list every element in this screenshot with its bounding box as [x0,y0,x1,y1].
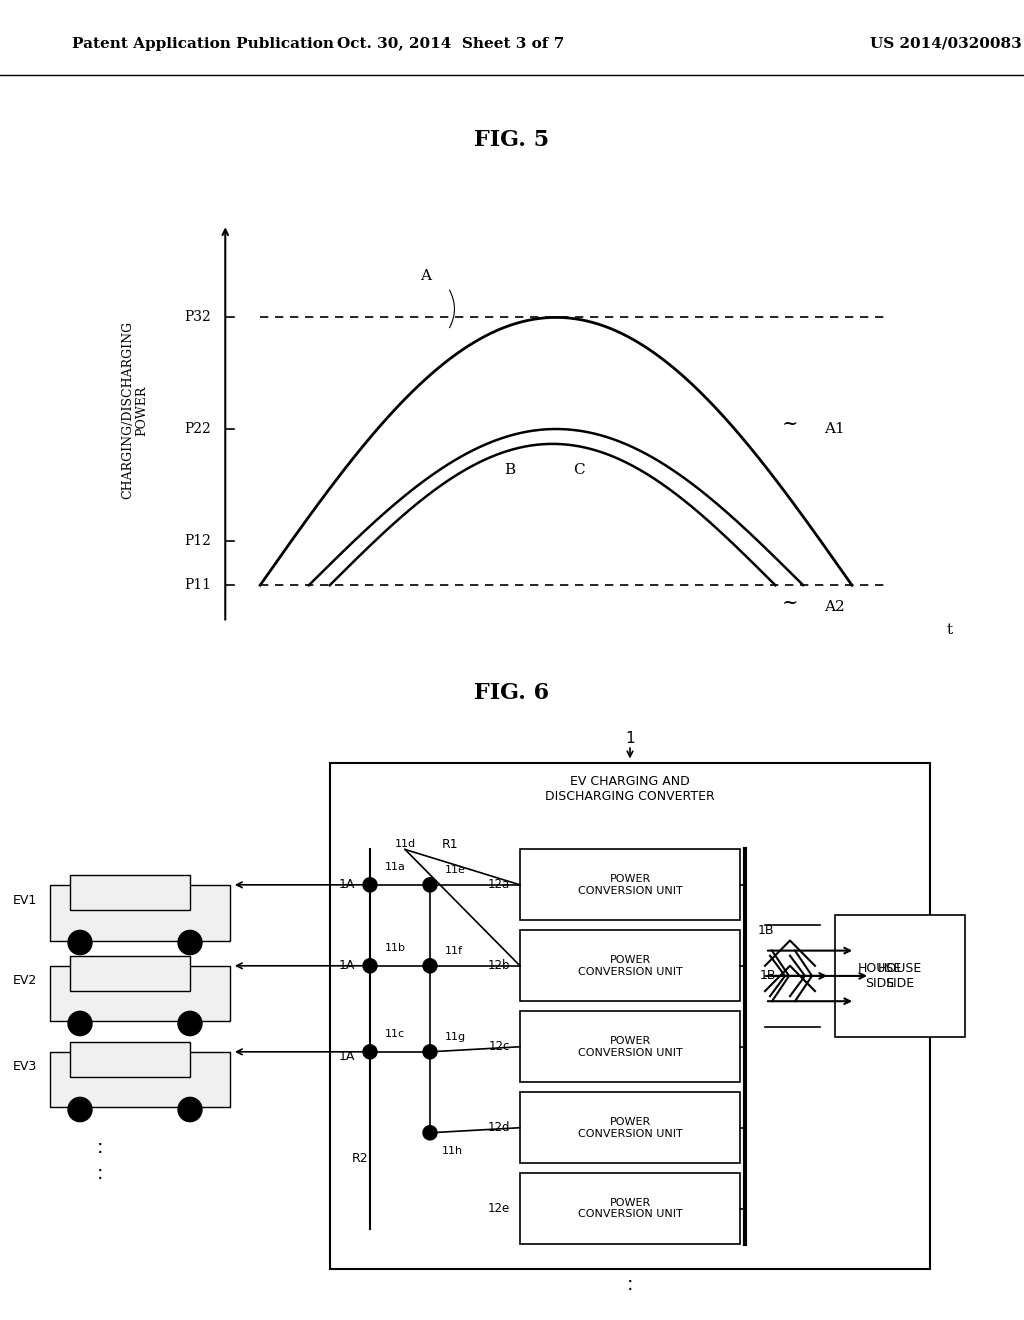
Text: 11g: 11g [445,1032,466,1041]
Text: 11d: 11d [394,840,416,849]
Text: Oct. 30, 2014  Sheet 3 of 7: Oct. 30, 2014 Sheet 3 of 7 [337,37,564,50]
Text: 11c: 11c [385,1028,406,1039]
Text: 11h: 11h [442,1146,463,1156]
Text: 12c: 12c [488,1040,510,1053]
Bar [520,1173,740,1243]
Text: P32: P32 [184,310,211,325]
Circle shape [362,878,377,892]
Circle shape [68,931,92,954]
Bar [330,763,930,1270]
Text: POWER
CONVERSION UNIT: POWER CONVERSION UNIT [578,1036,682,1057]
Circle shape [423,958,437,973]
Circle shape [178,931,202,954]
Circle shape [423,1126,437,1140]
Text: 11a: 11a [385,862,406,871]
Text: EV CHARGING AND
DISCHARGING CONVERTER: EV CHARGING AND DISCHARGING CONVERTER [545,775,715,803]
Text: 12a: 12a [487,878,510,891]
Text: B: B [504,462,515,477]
Text: 12e: 12e [487,1203,510,1216]
Circle shape [178,1011,202,1036]
Circle shape [178,1097,202,1122]
Text: 1A: 1A [339,1051,355,1064]
Bar [520,850,740,920]
Text: :: : [96,1138,103,1158]
Text: :: : [96,1164,103,1183]
Text: 1B: 1B [758,924,774,937]
Bar [50,966,230,1022]
Text: 1B: 1B [760,969,776,982]
Bar [520,1093,740,1163]
Text: FIG. 6: FIG. 6 [474,682,550,704]
Text: EV3: EV3 [13,1060,37,1073]
Bar [50,884,230,940]
Text: 1: 1 [626,730,635,746]
Text: EV1: EV1 [13,894,37,907]
Text: POWER
CONVERSION UNIT: POWER CONVERSION UNIT [578,874,682,896]
Circle shape [362,1044,377,1059]
Bar [520,1011,740,1082]
Text: Patent Application Publication: Patent Application Publication [72,37,334,50]
Bar [70,956,190,991]
Text: US 2014/0320083 A1: US 2014/0320083 A1 [870,37,1024,50]
Text: P22: P22 [184,422,211,436]
Text: 1A: 1A [339,878,355,891]
Bar [70,875,190,911]
Text: A1: A1 [824,421,845,436]
Text: 11b: 11b [385,942,406,953]
Bar [520,931,740,1001]
Circle shape [423,1044,437,1059]
Text: POWER
CONVERSION UNIT: POWER CONVERSION UNIT [578,1117,682,1139]
Text: ~: ~ [782,594,799,611]
Text: P12: P12 [184,533,211,548]
Text: FIG. 5: FIG. 5 [474,129,550,150]
Text: :: : [627,1275,633,1294]
Text: POWER
CONVERSION UNIT: POWER CONVERSION UNIT [578,1197,682,1220]
Circle shape [68,1011,92,1036]
Text: R2: R2 [351,1151,369,1164]
Text: HOUSE
SIDE: HOUSE SIDE [858,962,902,990]
Circle shape [68,1097,92,1122]
Text: 11e: 11e [445,865,466,875]
Text: A: A [420,269,431,284]
Text: 12d: 12d [487,1121,510,1134]
Text: 12b: 12b [487,960,510,973]
Text: HOUSE
SIDE: HOUSE SIDE [878,962,923,990]
Circle shape [423,878,437,892]
Text: P11: P11 [184,578,211,593]
Text: EV2: EV2 [13,974,37,987]
Bar [50,1052,230,1107]
Bar [835,915,965,1036]
Bar [70,1041,190,1077]
Text: ~: ~ [782,414,799,433]
Text: 11f: 11f [445,945,463,956]
Text: 1A: 1A [339,960,355,973]
Text: C: C [573,462,585,477]
Text: POWER
CONVERSION UNIT: POWER CONVERSION UNIT [578,954,682,977]
Circle shape [362,958,377,973]
Text: R1: R1 [441,838,459,851]
Text: CHARGING/DISCHARGING
POWER: CHARGING/DISCHARGING POWER [121,321,148,499]
Text: t: t [946,623,952,636]
Text: A2: A2 [824,601,845,614]
